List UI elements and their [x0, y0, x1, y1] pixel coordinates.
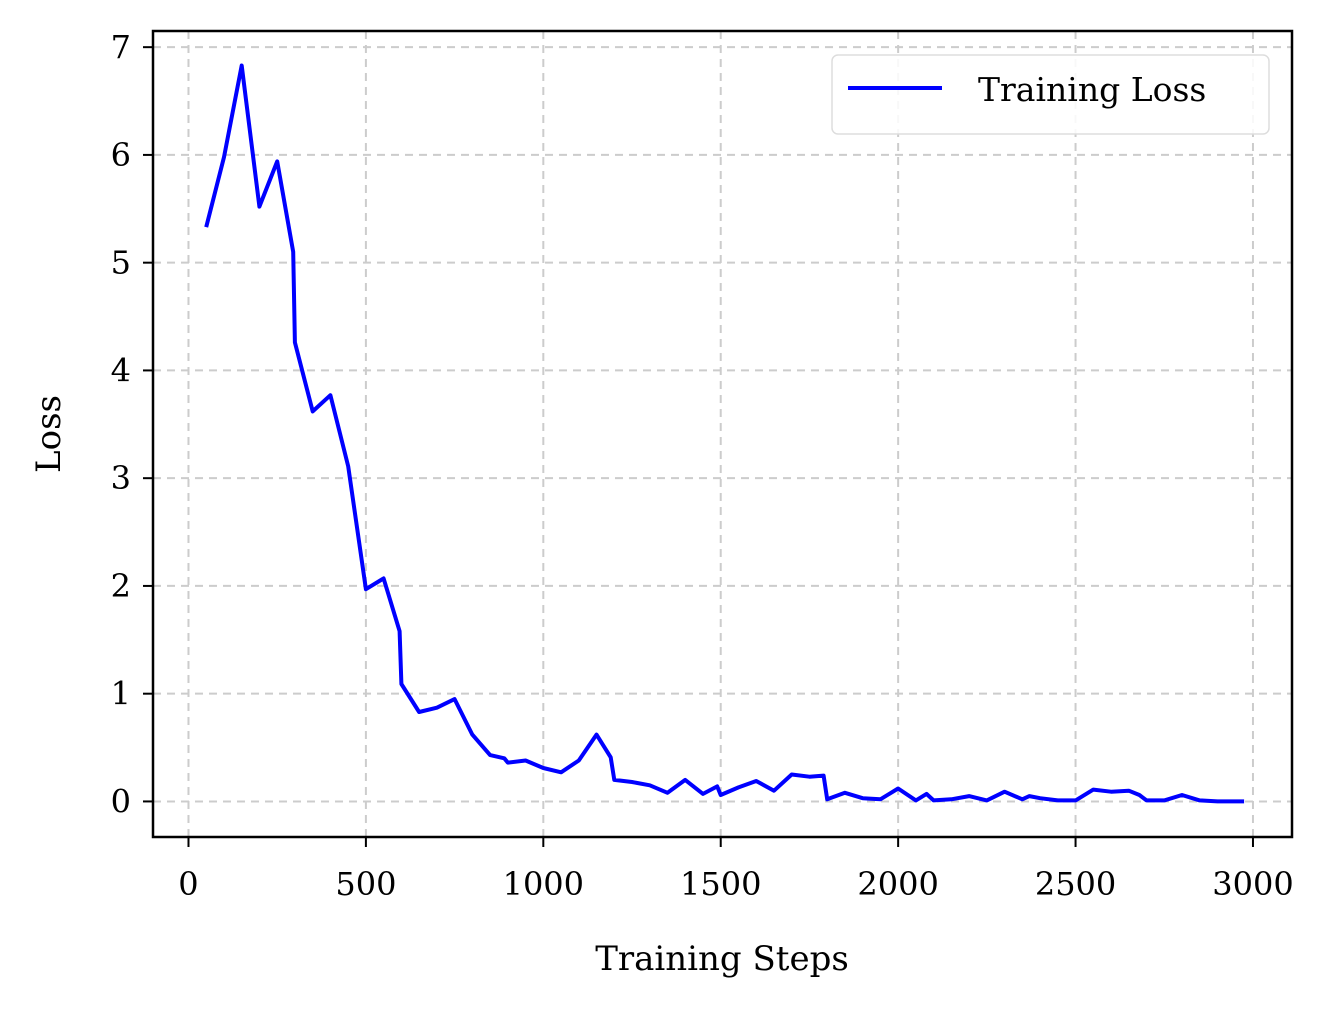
y-tick-label: 2 [111, 567, 131, 605]
x-tick-label: 500 [335, 865, 396, 903]
series-layer [204, 63, 1245, 804]
y-tick-label: 1 [111, 675, 131, 713]
x-tick-label: 2000 [857, 865, 938, 903]
y-tick-label: 3 [111, 459, 131, 497]
y-tick-label: 0 [111, 782, 131, 820]
x-axis-title: Training Steps [595, 939, 849, 979]
y-tick-label: 7 [111, 28, 131, 66]
plot-frame [151, 29, 1294, 839]
axis-ticks: 0 500 1000 1500 2000 2500 3000 0 1 2 3 4 5 6 7 [111, 28, 1294, 903]
x-tick-label: 3000 [1212, 865, 1293, 903]
y-axis-title: Loss [29, 395, 69, 473]
x-tick-label: 2500 [1035, 865, 1116, 903]
x-tick-label: 1000 [503, 865, 584, 903]
y-tick-label: 5 [111, 244, 131, 282]
x-tick-label: 1500 [680, 865, 761, 903]
legend-box [831, 54, 1270, 135]
grid-lines [153, 31, 1292, 837]
y-tick-label: 4 [111, 351, 131, 389]
series-line-training-loss [204, 63, 1245, 804]
legend: Training Loss [831, 54, 1270, 135]
x-tick-label: 0 [178, 865, 198, 903]
legend-label: Training Loss [978, 70, 1206, 109]
y-tick-label: 6 [111, 136, 131, 174]
